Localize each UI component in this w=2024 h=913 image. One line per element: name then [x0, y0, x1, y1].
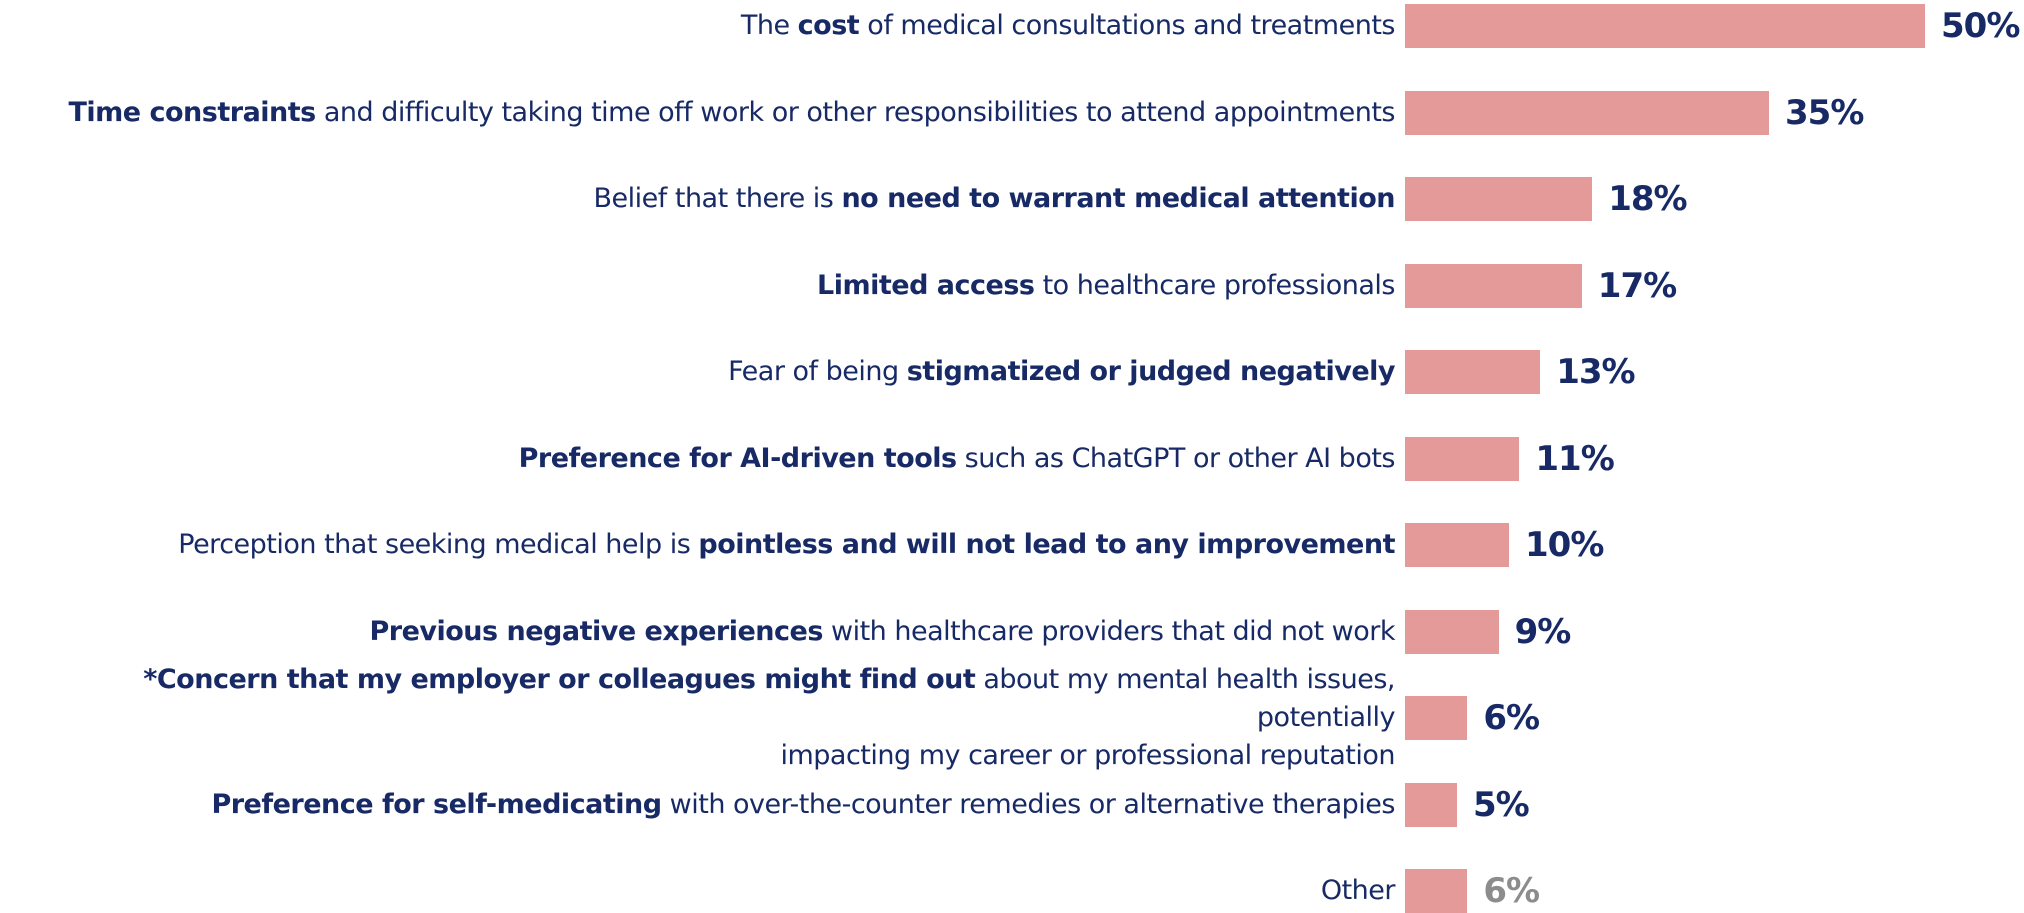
label-part: of medical consultations and treatments [859, 10, 1395, 41]
label-part: The [740, 10, 798, 41]
bar [1405, 523, 1509, 567]
label-part: Time constraints [68, 96, 316, 128]
value-label: 9% [1514, 611, 1572, 652]
value-label: 6% [1483, 698, 1540, 738]
bar [1405, 436, 1520, 481]
label-part: Other [1320, 875, 1396, 906]
category-label: Perception that seeking medical help is … [178, 526, 1395, 564]
bar [1405, 177, 1593, 221]
label-part: pointless and will not lead to any impro… [698, 529, 1395, 560]
bar [1405, 350, 1541, 394]
label-part: with healthcare providers that did not w… [822, 615, 1396, 647]
label-part: with over-the-counter remedies or altern… [661, 788, 1396, 820]
category-label: The cost of medical consultations and tr… [740, 7, 1396, 45]
bar [1405, 869, 1468, 913]
bar [1405, 4, 1925, 48]
category-label: *Concern that my employer or colleagues … [0, 661, 1395, 775]
category-label: Belief that there is no need to warrant … [593, 180, 1396, 218]
category-label: Other [1320, 872, 1396, 910]
label-part: Limited access [817, 269, 1035, 301]
label-part: Previous negative experiences [369, 615, 823, 647]
bar [1405, 263, 1582, 308]
value-label: 10% [1525, 525, 1604, 565]
bar [1405, 696, 1468, 740]
label-part: Belief that there is [593, 183, 842, 214]
label-part: and difficulty taking time off work or o… [315, 96, 1396, 128]
label-part: *Concern that my employer or colleagues … [143, 664, 976, 695]
value-label: 35% [1785, 92, 1864, 133]
label-part: Perception that seeking medical help is [178, 529, 699, 560]
bar [1405, 782, 1457, 827]
label-part: Fear of being [728, 356, 907, 387]
category-label: Time constraints and difficulty taking t… [68, 94, 1395, 132]
category-label: Fear of being stigmatized or judged nega… [728, 353, 1395, 391]
label-part: cost [797, 10, 860, 41]
value-label: 6% [1483, 871, 1540, 911]
value-label: 5% [1473, 784, 1530, 825]
value-label: 13% [1556, 352, 1635, 392]
value-label: 18% [1608, 179, 1687, 219]
bar [1405, 609, 1499, 654]
label-part: no need to warrant medical attention [841, 183, 1395, 214]
bar [1405, 90, 1769, 135]
value-label: 11% [1535, 438, 1614, 479]
label-part: about my mental health issues, potential… [780, 664, 1395, 771]
label-part: stigmatized or judged negatively [906, 356, 1396, 387]
label-part: such as ChatGPT or other AI bots [956, 442, 1396, 474]
category-label: Preference for self-medicating with over… [211, 786, 1395, 824]
category-label: Previous negative experiences with healt… [369, 613, 1395, 651]
category-label: Limited access to healthcare professiona… [817, 267, 1395, 305]
value-label: 17% [1597, 265, 1677, 306]
label-part: Preference for self-medicating [211, 788, 662, 820]
value-label: 50% [1941, 6, 2020, 46]
label-part: to healthcare professionals [1034, 269, 1396, 301]
category-label: Preference for AI-driven tools such as C… [518, 440, 1396, 478]
label-part: Preference for AI-driven tools [518, 442, 957, 474]
